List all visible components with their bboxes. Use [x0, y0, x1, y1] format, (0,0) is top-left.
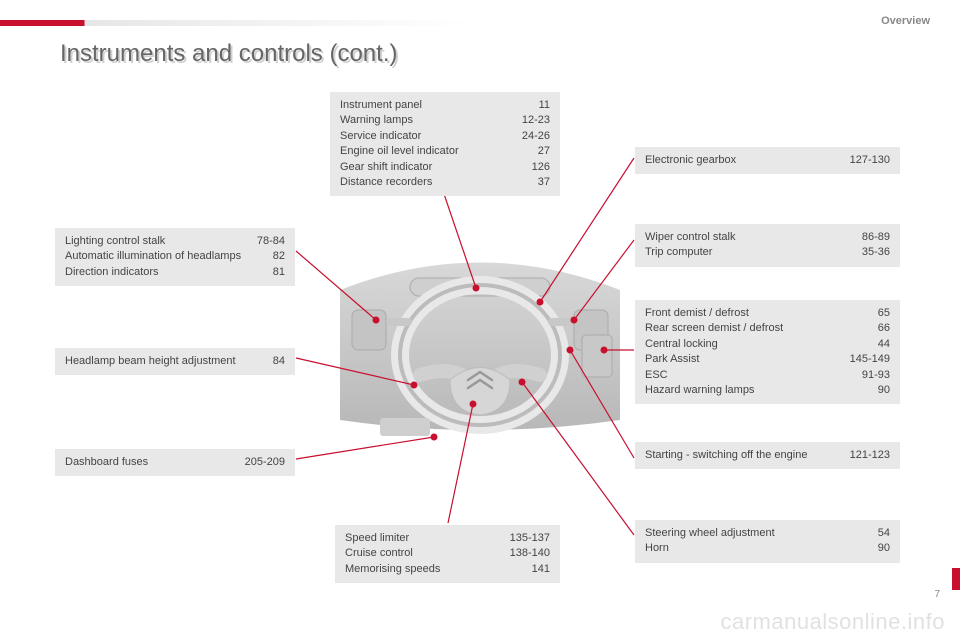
callout-row: Engine oil level indicator 27	[340, 144, 550, 159]
callout-pages: 86-89	[862, 230, 890, 245]
callout-pages: 91-93	[862, 368, 890, 383]
callout-pages: 65	[878, 306, 890, 321]
callout-label: Trip computer	[645, 245, 850, 260]
callout-pages: 141	[532, 562, 550, 577]
callout-label: Service indicator	[340, 129, 510, 144]
callout-row: Lighting control stalk 78-84	[65, 234, 285, 249]
callout-row: Starting - switching off the engine 121-1…	[645, 448, 890, 463]
callout-right_4: Starting - switching off the engine 121-1…	[635, 442, 900, 469]
section-label: Overview	[881, 15, 930, 27]
callout-label: Horn	[645, 541, 866, 556]
callout-right_1: Electronic gearbox 127-130	[635, 147, 900, 174]
callout-top_center: Instrument panel11Warning lamps12-23Serv…	[330, 92, 560, 196]
callout-row: Headlamp beam height adjustment 84	[65, 354, 285, 369]
callout-pages: 24-26	[522, 129, 550, 144]
callout-pages: 205-209	[245, 455, 285, 470]
callout-row: Distance recorders 37	[340, 175, 550, 190]
callout-label: Automatic illumination of headlamps	[65, 249, 261, 264]
callout-label: Electronic gearbox	[645, 153, 838, 168]
callout-pages: 35-36	[862, 245, 890, 260]
page-title: Instruments and controls (cont.)	[60, 40, 397, 68]
callout-label: Hazard warning lamps	[645, 383, 866, 398]
callout-right_2: Wiper control stalk 86-89 Trip computer 35-…	[635, 224, 900, 267]
callout-pages: 81	[273, 265, 285, 280]
callout-row: Cruise control 138-140	[345, 546, 550, 561]
callout-pages: 121-123	[850, 448, 890, 463]
callout-label: Lighting control stalk	[65, 234, 245, 249]
callout-label: Direction indicators	[65, 265, 261, 280]
callout-row: Warning lamps 12-23	[340, 113, 550, 128]
callout-label: Speed limiter	[345, 531, 498, 546]
callout-label: Wiper control stalk	[645, 230, 850, 245]
callout-pages: 12-23	[522, 113, 550, 128]
callout-label: Distance recorders	[340, 175, 526, 190]
callout-row: Automatic illumination of headlamps 82	[65, 249, 285, 264]
callout-pages: 78-84	[257, 234, 285, 249]
callout-row: Steering wheel adjustment 54	[645, 526, 890, 541]
callout-row: Hazard warning lamps 90	[645, 383, 890, 398]
page-number: 7	[934, 589, 940, 600]
callout-pages: 66	[878, 321, 890, 336]
callout-pages: 135-137	[510, 531, 550, 546]
callout-pages: 11	[539, 98, 550, 113]
callout-label: Headlamp beam height adjustment	[65, 354, 261, 369]
callout-pages: 27	[538, 144, 550, 159]
header-accent-bar	[0, 20, 470, 26]
callout-row: Front demist / defrost 65	[645, 306, 890, 321]
callout-label: Front demist / defrost	[645, 306, 866, 321]
callout-pages: 138-140	[510, 546, 550, 561]
callout-row: Speed limiter 135-137	[345, 531, 550, 546]
callout-label: Memorising speeds	[345, 562, 520, 577]
callout-row: Direction indicators 81	[65, 265, 285, 280]
callout-right_3: Front demist / defrost65Rear screen demi…	[635, 300, 900, 404]
callout-row: Service indicator 24-26	[340, 129, 550, 144]
callout-label: ESC	[645, 368, 850, 383]
watermark: carmanualsonline.info	[720, 609, 945, 635]
callout-left_3: Dashboard fuses 205-209	[55, 449, 295, 476]
callout-label: Rear screen demist / defrost	[645, 321, 866, 336]
callout-pages: 90	[878, 541, 890, 556]
callout-label: Dashboard fuses	[65, 455, 233, 470]
callout-row: Trip computer 35-36	[645, 245, 890, 260]
callout-bottom_center: Speed limiter 135-137 Cruise control 138-14…	[335, 525, 560, 583]
callout-pages: 145-149	[850, 352, 890, 367]
callout-row: Memorising speeds 141	[345, 562, 550, 577]
callout-row: Dashboard fuses 205-209	[65, 455, 285, 470]
callout-row: Park Assist 145-149	[645, 352, 890, 367]
callout-row: Wiper control stalk 86-89	[645, 230, 890, 245]
callout-row: Horn 90	[645, 541, 890, 556]
callout-row: Instrument panel 11	[340, 98, 550, 113]
callout-right_5: Steering wheel adjustment 54 Horn 90	[635, 520, 900, 563]
callout-row: Gear shift indicator 126	[340, 160, 550, 175]
callout-pages: 90	[878, 383, 890, 398]
callout-label: Instrument panel	[340, 98, 527, 113]
callout-row: Electronic gearbox 127-130	[645, 153, 890, 168]
callout-label: Engine oil level indicator	[340, 144, 526, 159]
callout-label: Warning lamps	[340, 113, 510, 128]
callout-label: Steering wheel adjustment	[645, 526, 866, 541]
callout-label: Gear shift indicator	[340, 160, 520, 175]
callout-pages: 126	[532, 160, 550, 175]
side-tab	[952, 568, 960, 590]
callout-pages: 54	[878, 526, 890, 541]
callout-label: Central locking	[645, 337, 866, 352]
dashboard-illustration	[340, 240, 620, 450]
callout-pages: 127-130	[850, 153, 890, 168]
callout-pages: 82	[273, 249, 285, 264]
callout-pages: 37	[538, 175, 550, 190]
callout-row: ESC 91-93	[645, 368, 890, 383]
callout-row: Rear screen demist / defrost 66	[645, 321, 890, 336]
callout-pages: 84	[273, 354, 285, 369]
callout-pages: 44	[878, 337, 890, 352]
callout-left_1: Lighting control stalk 78-84Automatic ill…	[55, 228, 295, 286]
callout-label: Starting - switching off the engine	[645, 448, 838, 463]
callout-row: Central locking 44	[645, 337, 890, 352]
callout-left_2: Headlamp beam height adjustment 84	[55, 348, 295, 375]
callout-label: Park Assist	[645, 352, 838, 367]
callout-label: Cruise control	[345, 546, 498, 561]
